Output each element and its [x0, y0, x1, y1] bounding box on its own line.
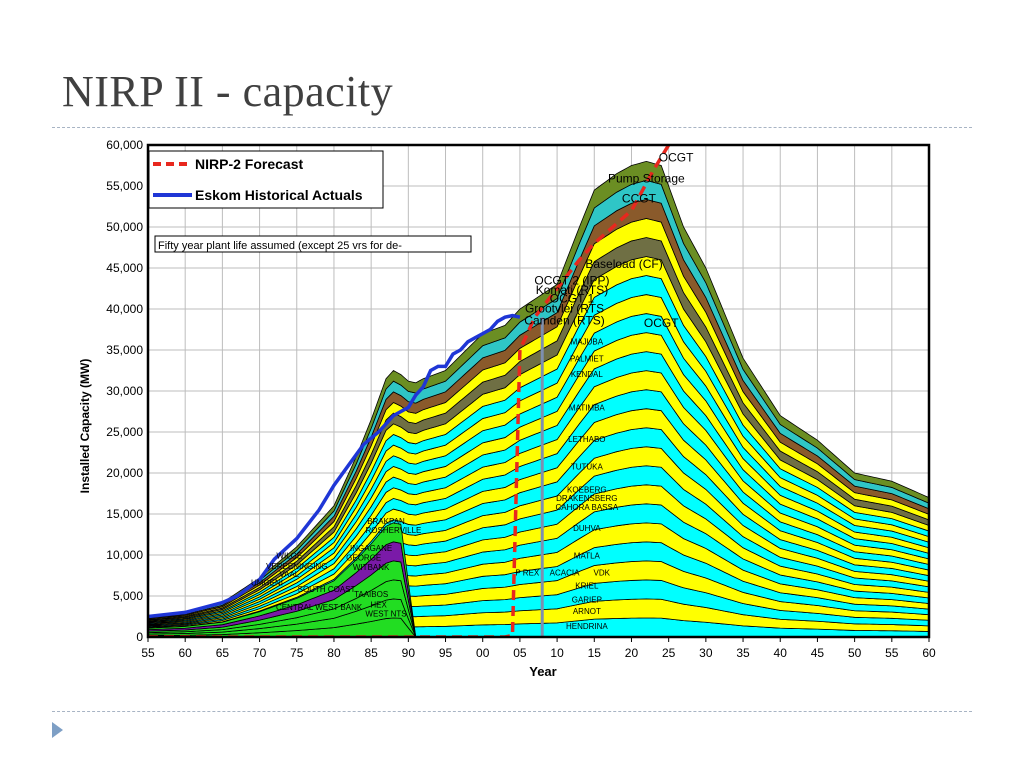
x-tick-label: 15 [588, 646, 602, 660]
band-label: OCGT 2 (IPP) [534, 273, 609, 287]
x-tick-label: 65 [216, 646, 230, 660]
y-tick-label: 5,000 [113, 589, 143, 603]
note-box: Fifty year plant life assumed (except 25… [154, 235, 472, 253]
early-capacity-band [148, 522, 417, 637]
band-label: MAJUBA [571, 337, 604, 346]
band-label: VDK [593, 569, 610, 578]
band-label: VAAL [279, 570, 299, 579]
x-tick-label: 90 [402, 646, 416, 660]
band-label: VEREENINGING [266, 562, 327, 571]
band-label: WITBANK [353, 563, 390, 572]
band-label: GARIEP [572, 596, 602, 605]
y-axis-ticks: 0 5,000 10,000 15,000 20,000 25,000 30,000 35,0… [106, 138, 143, 644]
band-label: CENTRAL WEST BANK [276, 603, 363, 612]
series-eskom-historical-line [148, 313, 521, 619]
band-label: OCGT [659, 150, 694, 164]
x-axis-ticks: 55 60 65 70 75 80 85 90 95 00 05 10 15 20 25 30 35 40 45 50… [141, 637, 936, 660]
x-tick-label: 50 [848, 646, 862, 660]
title-divider [52, 127, 972, 128]
band-label: HENDRINA [566, 622, 608, 631]
x-tick-label: 30 [699, 646, 713, 660]
band-label: WILGE [276, 551, 302, 560]
x-tick-label: 05 [513, 646, 527, 660]
band-label: OCGT [644, 316, 679, 330]
capacity-band [148, 160, 929, 618]
band-label: ACACIA [550, 569, 580, 578]
footer-divider [52, 711, 972, 712]
note-text: Fifty year plant life assumed (except 25… [158, 240, 402, 252]
band-label: TAAIBOS [354, 590, 388, 599]
band-label: MATLA [574, 551, 601, 560]
y-tick-label: 35,000 [106, 343, 143, 357]
band-label: Pump Storage [608, 172, 685, 186]
band-label: UMGENI [251, 578, 283, 587]
band-label: SOUTH COAST [298, 585, 356, 594]
x-tick-label: 20 [625, 646, 639, 660]
slide-title: NIRP II - capacity [62, 67, 394, 116]
y-tick-label: 15,000 [106, 507, 143, 521]
y-tick-label: 40,000 [106, 302, 143, 316]
x-tick-label: 80 [327, 646, 341, 660]
band-label: CCGT [622, 191, 657, 205]
legend-historical-label: Eskom Historical Actuals [195, 187, 363, 203]
band-label: BRAKPAN [367, 517, 405, 526]
band-label: MATIMBA [569, 404, 606, 413]
band-label: HEX [370, 600, 387, 609]
x-tick-label: 40 [774, 646, 788, 660]
band-label: KENDAL [571, 370, 604, 379]
band-label: Grootvlei (RTS [525, 301, 604, 315]
y-tick-label: 50,000 [106, 220, 143, 234]
band-label: DUHVA [573, 524, 601, 533]
band-label: ARNOT [573, 607, 601, 616]
band-label: DRAKENSBERG [556, 494, 617, 503]
series-lines [148, 145, 671, 637]
x-tick-label: 10 [550, 646, 564, 660]
x-tick-label: 55 [141, 646, 155, 660]
plot-frame [146, 143, 931, 639]
x-tick-label: 60 [922, 646, 936, 660]
band-label: CAHORA BASSA [556, 503, 619, 512]
y-tick-label: 45,000 [106, 261, 143, 275]
x-tick-label: 85 [364, 646, 378, 660]
y-tick-label: 60,000 [106, 138, 143, 152]
x-tick-label: 35 [736, 646, 750, 660]
series-nirp2-forecast-line [148, 145, 671, 637]
stacked-capacity-area [148, 160, 929, 637]
y-tick-label: 10,000 [106, 548, 143, 562]
bullet-arrow-icon [52, 722, 63, 738]
band-label: KRIEL [575, 582, 599, 591]
band-label: OCGT 1 [550, 291, 595, 305]
x-tick-label: 60 [179, 646, 193, 660]
band-label: ROSHERVILLE [366, 526, 422, 535]
band-label: PALMIET [570, 354, 604, 363]
band-label: KOEBERG [567, 486, 607, 495]
band-label: Komati (RTS) [536, 283, 608, 297]
x-tick-label: 95 [439, 646, 453, 660]
x-tick-label: 25 [662, 646, 676, 660]
band-labels: OCGT Pump Storage CCGT Baseload (CF) OCGT 2 … [251, 150, 694, 630]
y-tick-label: 20,000 [106, 466, 143, 480]
band-label: TUTUKA [571, 463, 604, 472]
x-tick-label: 55 [885, 646, 899, 660]
x-axis-label: Year [529, 664, 556, 679]
band-label: GEORGE [346, 554, 381, 563]
x-tick-label: 45 [811, 646, 825, 660]
band-label: INGAGANE [350, 544, 392, 553]
y-tick-label: 30,000 [106, 384, 143, 398]
y-tick-label: 55,000 [106, 179, 143, 193]
band-label: P REX [515, 569, 540, 578]
band-label: Camden (RTS) [524, 314, 604, 328]
band-label: Baseload (CF) [585, 257, 662, 271]
band-label: LETHABO [568, 435, 605, 444]
band-label: WEST NTS [365, 610, 406, 619]
x-tick-label: 70 [253, 646, 267, 660]
x-tick-label: 75 [290, 646, 304, 660]
y-axis-label: Installed Capacity (MW) [78, 359, 92, 494]
x-tick-label: 00 [476, 646, 490, 660]
y-tick-label: 25,000 [106, 425, 143, 439]
legend-forecast-label: NIRP-2 Forecast [195, 156, 303, 172]
y-tick-label: 0 [136, 630, 143, 644]
legend: NIRP-2 Forecast Eskom Historical Actuals [148, 150, 384, 209]
